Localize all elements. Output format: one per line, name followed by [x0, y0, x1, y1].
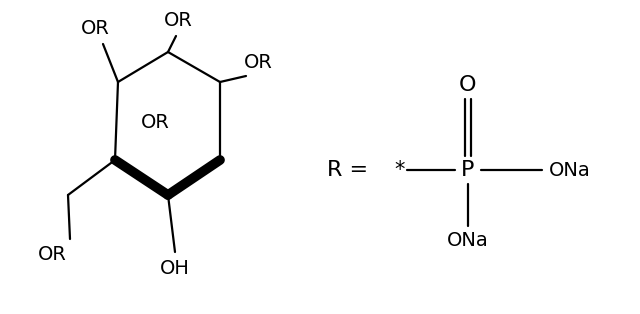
Text: *: * — [395, 160, 405, 180]
Text: ONa: ONa — [447, 230, 489, 250]
Text: O: O — [460, 75, 477, 95]
Text: OR: OR — [141, 112, 170, 132]
Text: ONa: ONa — [549, 160, 591, 180]
Text: R =: R = — [328, 160, 369, 180]
Text: OR: OR — [164, 10, 193, 30]
Text: OR: OR — [81, 19, 109, 37]
Text: OR: OR — [244, 52, 273, 72]
Text: P: P — [461, 160, 475, 180]
Text: OH: OH — [160, 258, 190, 278]
Text: OR: OR — [38, 246, 67, 264]
